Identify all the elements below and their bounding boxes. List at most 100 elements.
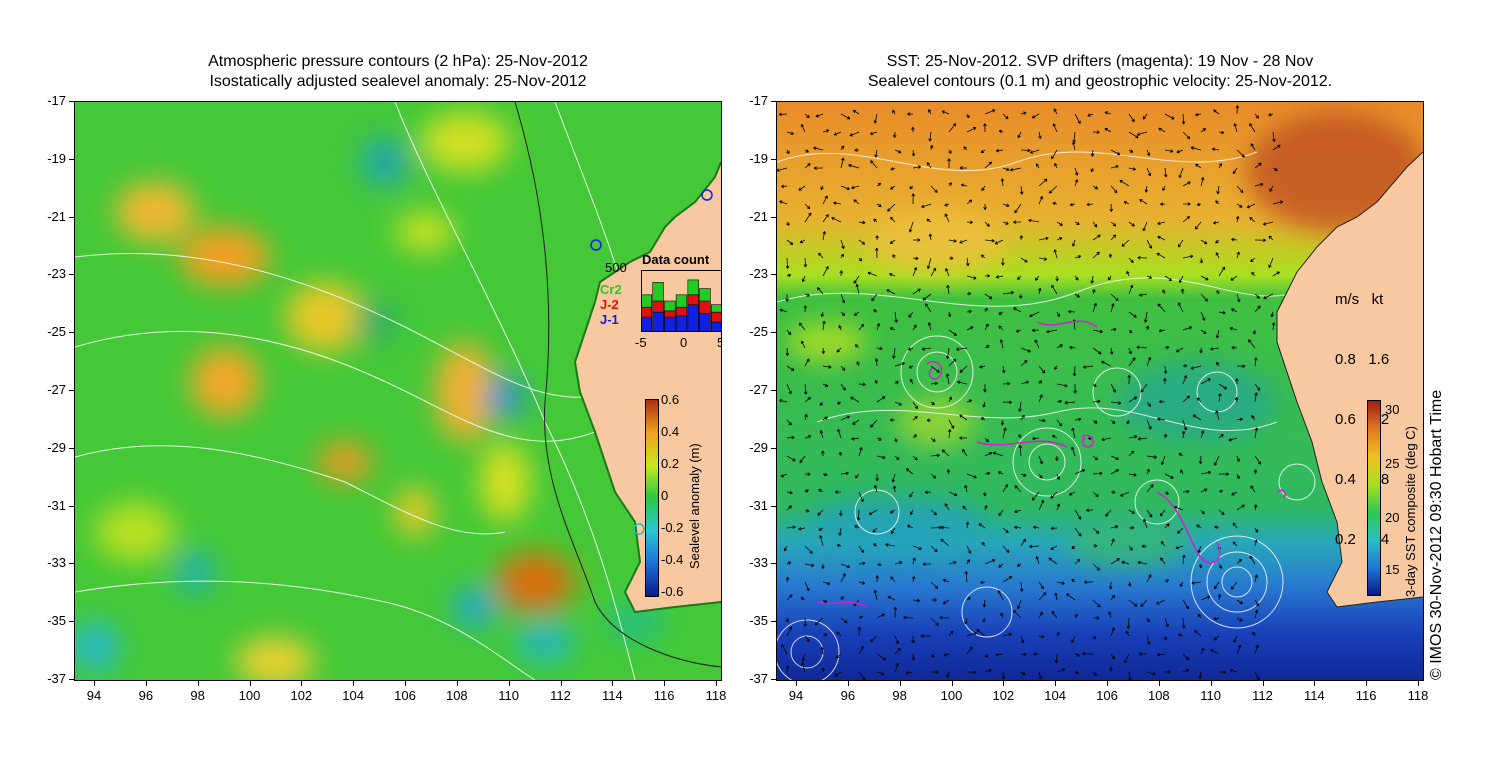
velocity-arrow [930,581,939,589]
velocity-arrow [1002,221,1009,225]
velocity-arrow [894,380,899,385]
velocity-arrow [1199,563,1203,569]
velocity-arrow [912,455,918,461]
velocity-arrow [922,562,932,566]
velocity-arrow [1108,611,1112,619]
sealevel-cb-tick-3: 0 [661,488,669,503]
velocity-arrow [1020,473,1027,477]
velocity-arrow [786,490,793,495]
velocity-arrow [873,309,878,313]
velocity-arrow [982,401,986,408]
velocity-arrow [821,347,826,354]
velocity-arrow [930,401,935,406]
velocity-arrow [886,289,896,295]
data-count-bar-j-1 [699,313,711,332]
right-ytick-label: -33 [749,555,768,571]
velocity-arrow [873,543,878,547]
sealevel-colorbar [645,399,659,597]
left-xtick-mark [612,681,614,686]
copyright-text: © IMOS 30-Nov-2012 09:30 Hobart Time [1428,389,1445,680]
velocity-arrow [1272,200,1284,205]
velocity-arrow [1020,380,1029,385]
velocity-arrow [1002,203,1010,207]
sealevel-contours [777,151,1316,680]
velocity-arrow [1128,347,1132,355]
sst-map[interactable]: m/s kt 0.8 1.6 0.6 1.2 0.4 0.8 0.2 0.4 3… [776,101,1424,681]
data-count-bar-j-1 [687,304,699,332]
velocity-arrow [822,231,826,241]
velocity-arrow [817,509,824,516]
velocity-arrow [1092,302,1097,313]
velocity-arrow [966,596,971,601]
velocity-arrow [852,419,860,425]
velocity-arrow [1146,167,1152,177]
velocity-legend: m/s kt 0.8 1.6 0.6 1.2 0.4 0.8 0.2 0.4 [1335,250,1389,590]
velocity-arrow [1236,455,1240,462]
velocity-arrow [1254,644,1259,655]
velocity-arrow [1110,558,1120,565]
velocity-arrow [1048,557,1058,565]
velocity-arrow [1236,364,1246,368]
velocity-arrow [804,581,810,592]
velocity-arrow [858,382,866,387]
sealevel-cb-title: Sealevel anomaly (m) [687,443,702,569]
velocity-arrow [1218,670,1227,674]
velocity-arrow [1249,555,1256,565]
velocity-arrow [889,272,896,277]
sst-svg [777,102,1423,680]
land-right [1277,152,1423,607]
velocity-arrow [1016,275,1022,280]
velocity-arrow [943,653,950,657]
velocity-arrow [1071,239,1076,247]
sst-cb-tick-20: 20 [1385,510,1400,525]
velocity-arrow [1234,397,1239,403]
velocity-arrow [1035,163,1040,169]
velocity-arrow [1092,491,1099,498]
velocity-arrow [800,597,806,601]
right-xtick-mark [796,681,797,686]
velocity-arrow [912,545,922,551]
velocity-arrow [873,589,878,601]
velocity-arrow [1146,149,1151,156]
velocity-arrow [966,127,977,133]
velocity-arrow [1215,239,1220,244]
velocity-arrow [839,270,843,277]
velocity-arrow [890,216,896,223]
velocity-arrow [1175,545,1184,550]
velocity-arrow [870,160,878,169]
velocity-arrow [1146,635,1151,645]
velocity-arrow [1128,671,1132,680]
velocity-arrow [965,521,970,529]
velocity-arrow [786,365,795,371]
sealevel-anomaly-map[interactable]: Data count 500 Cr2 J-2 J-1 -5 0 5 0.6 0.… [74,101,722,681]
right-ytick-label: -19 [749,150,768,166]
velocity-arrow [1051,610,1058,619]
velocity-arrow [1128,526,1135,530]
velocity-arrow [853,199,860,205]
right-xtick-mark [1107,681,1108,686]
velocity-arrow [966,113,970,119]
velocity-arrow [1019,581,1024,592]
velocity-arrow [1001,365,1006,374]
velocity-arrow [819,401,824,406]
velocity-arrow [840,563,851,569]
velocity-arrow [1110,455,1119,460]
velocity-arrow [1213,616,1220,621]
sealevel-cb-tick-2: 0.2 [661,456,680,471]
velocity-arrow [804,563,815,567]
velocity-arrow [1016,599,1022,610]
velocity-arrow [1262,221,1274,226]
velocity-arrow [1218,433,1224,439]
velocity-arrow [1254,162,1262,169]
left-ytick-label: -21 [47,208,66,224]
velocity-arrow [960,183,968,187]
data-count-frame [641,270,721,332]
sealevel-cb-tick-6: -0.6 [661,584,684,599]
velocity-arrow [912,416,918,421]
right-xtick-label: 112 [1252,688,1273,703]
velocity-arrow [853,311,860,316]
velocity-arrow [984,221,990,227]
velocity-arrow [1018,434,1022,439]
velocity-arrow [1038,380,1042,385]
velocity-arrow [874,379,879,385]
